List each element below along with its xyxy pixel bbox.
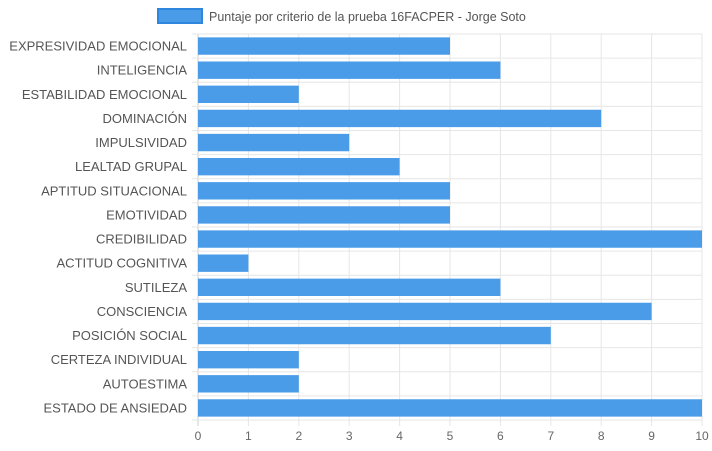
bar[interactable] [198, 278, 501, 296]
category-labels: EXPRESIVIDAD EMOCIONAL INTELIGENCIA ESTABI… [9, 39, 187, 416]
category-label: INTELIGENCIA [97, 63, 188, 78]
legend-label: Puntaje por criterio de la prueba 16FACP… [209, 10, 526, 24]
gridlines [192, 33, 703, 426]
category-label: IMPULSIVIDAD [95, 135, 187, 150]
category-label: DOMINACIÓN [103, 111, 188, 126]
category-label: ESTABILIDAD EMOCIONAL [22, 87, 187, 102]
x-tick-label: 10 [695, 429, 709, 443]
x-tick-label: 0 [195, 429, 202, 443]
bar[interactable] [198, 351, 299, 369]
bar[interactable] [198, 158, 400, 176]
category-label: CREDIBILIDAD [96, 232, 187, 247]
x-tick-label: 5 [447, 429, 454, 443]
x-tick-label: 4 [396, 429, 403, 443]
bar[interactable] [198, 109, 602, 128]
bars [198, 37, 702, 417]
category-label: ESTADO DE ANSIEDAD [43, 400, 187, 415]
bar[interactable] [198, 230, 702, 248]
category-label: POSICIÓN SOCIAL [72, 328, 187, 343]
x-tick-label: 9 [648, 429, 655, 443]
legend-swatch [157, 8, 203, 24]
bar[interactable] [198, 254, 249, 272]
bar[interactable] [198, 206, 450, 224]
x-axis-ticks: 0 1 2 3 4 5 6 7 8 9 10 [195, 429, 709, 443]
bar[interactable] [198, 61, 501, 79]
bar[interactable] [198, 326, 551, 345]
x-tick-label: 7 [547, 429, 554, 443]
bar[interactable] [198, 37, 450, 55]
category-label: CONSCIENCIA [97, 304, 188, 319]
bar[interactable] [198, 302, 652, 321]
category-label: APTITUD SITUACIONAL [41, 183, 187, 198]
bar[interactable] [198, 375, 299, 393]
category-label: SUTILEZA [125, 280, 187, 295]
category-label: CERTEZA INDIVIDUAL [51, 352, 187, 367]
bar[interactable] [198, 85, 299, 103]
category-label: ACTITUD COGNITIVA [57, 256, 188, 271]
category-label: LEALTAD GRUPAL [75, 159, 187, 174]
bar[interactable] [198, 133, 350, 152]
x-tick-label: 3 [346, 429, 353, 443]
x-tick-label: 6 [497, 429, 504, 443]
bar[interactable] [198, 399, 702, 417]
legend[interactable]: Puntaje por criterio de la prueba 16FACP… [157, 8, 526, 24]
category-label: AUTOESTIMA [103, 376, 188, 391]
bar[interactable] [198, 182, 450, 200]
x-tick-label: 2 [295, 429, 302, 443]
x-tick-label: 1 [245, 429, 252, 443]
category-label: EMOTIVIDAD [106, 207, 187, 222]
x-tick-label: 8 [598, 429, 605, 443]
category-label: EXPRESIVIDAD EMOCIONAL [9, 39, 187, 54]
